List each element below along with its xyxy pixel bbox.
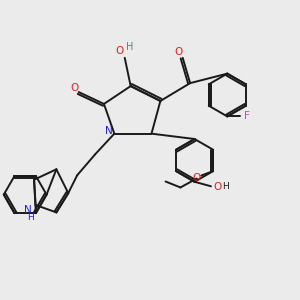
Text: N: N [24, 205, 32, 215]
Text: O: O [115, 46, 124, 56]
Text: O: O [175, 47, 183, 57]
Text: H: H [222, 182, 229, 191]
Text: O: O [70, 83, 78, 93]
Text: O: O [193, 173, 201, 183]
Text: F: F [244, 111, 250, 122]
Text: N: N [104, 126, 112, 136]
Text: O: O [213, 182, 222, 192]
Text: H: H [125, 43, 133, 52]
Text: H: H [27, 213, 34, 222]
